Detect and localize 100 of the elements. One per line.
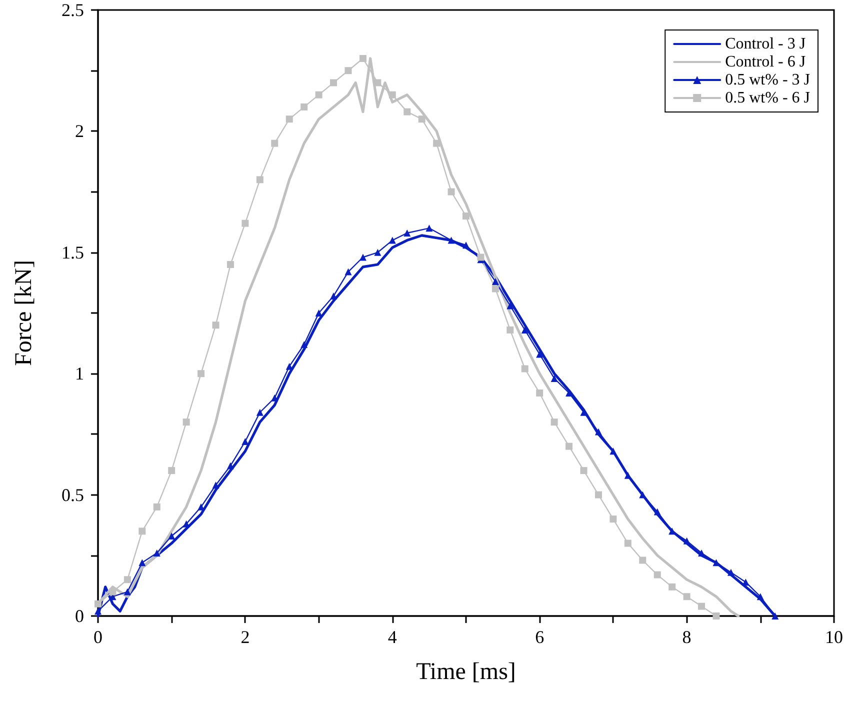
point [138,559,146,566]
point [536,350,544,358]
y-tick-label: 1.5 [62,242,84,262]
point [418,116,426,123]
point [566,442,573,450]
point [712,559,720,566]
point [242,438,249,445]
point [388,91,396,98]
point [594,491,602,498]
point [212,322,220,329]
y-tick-label: 0 [75,606,84,626]
point [286,116,293,123]
point [492,278,499,285]
y-tick-label: 0.5 [62,484,84,505]
x-tick-label: 8 [682,627,692,647]
point [433,140,440,147]
point [683,593,690,600]
point [610,516,617,523]
point [448,188,455,196]
point [426,224,433,232]
point [315,91,322,98]
point [124,576,131,584]
y-axis-title: Force [kN] [11,260,37,366]
point [315,310,322,316]
point [727,568,734,576]
point [683,537,690,544]
point [212,482,220,489]
legend-label: Control - 6 J [725,54,806,70]
x-axis-title: Time [ms] [416,659,516,685]
legend-label: Control - 3 J [725,36,806,52]
point [256,408,264,416]
point [610,448,617,455]
x-tick-label: 6 [535,627,544,647]
point [138,528,146,535]
point [492,285,499,292]
point [639,556,646,564]
point [300,103,308,110]
point [521,326,528,334]
point [226,462,234,470]
point [536,389,544,396]
point [359,254,366,261]
point [580,467,588,474]
point [772,612,779,620]
point [153,549,160,556]
x-tick-label: 10 [825,627,843,647]
y-tick-label: 2 [75,121,84,142]
point [404,108,411,116]
point [94,608,102,615]
point [404,230,411,237]
point [448,236,455,244]
point [124,588,131,596]
point [506,326,514,334]
point [182,520,190,528]
point [153,503,160,510]
point [168,532,176,540]
point [462,242,470,249]
legend-label: 0.5 wt% - 3 J [725,72,810,88]
point [698,602,706,610]
point [330,79,338,86]
point [344,67,352,74]
point [521,365,528,372]
point [639,491,646,498]
point [286,362,293,370]
point [198,370,205,378]
point [168,467,176,474]
point [374,248,382,256]
point [462,212,470,220]
point [226,261,234,268]
point [271,140,278,147]
x-tick-label: 4 [388,627,397,647]
x-tick-label: 2 [240,627,250,647]
point [550,374,558,382]
point [624,472,632,479]
point [388,236,396,244]
point [300,341,308,348]
point [668,583,676,590]
legend-label: 0.5 wt% - 6 J [725,90,810,106]
y-tick-label: 1 [75,364,84,384]
point [94,600,102,608]
point [182,418,190,426]
point [477,254,484,261]
point [506,302,514,310]
point [359,54,366,62]
point [654,508,661,516]
point [668,528,676,535]
point [256,176,264,184]
point [698,549,706,556]
point [271,394,278,402]
point [756,593,764,600]
point [109,588,116,596]
point [374,79,382,86]
x-tick-label: 0 [94,627,102,647]
point [330,292,338,300]
point [594,428,602,436]
point [654,571,661,578]
point [742,578,750,586]
point [344,268,352,276]
point [550,418,558,426]
point [712,612,720,620]
y-tick-label: 2.5 [62,0,84,20]
